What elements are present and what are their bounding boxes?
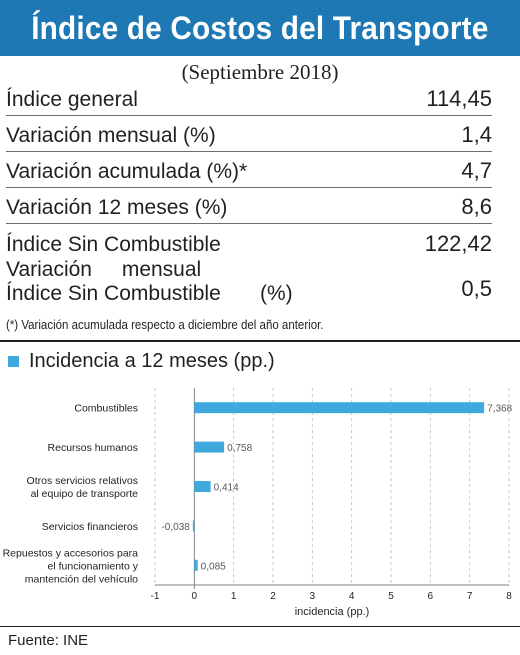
section-divider xyxy=(0,340,520,342)
x-tick-label: 1 xyxy=(231,591,237,602)
title-banner: Índice de Costos del Transporte xyxy=(0,0,520,56)
category-label: Combustibles xyxy=(74,403,138,415)
indicator-label: Variación mensual (%) xyxy=(6,124,216,147)
data-label: 0,758 xyxy=(227,443,252,454)
category-label: mantención del vehículo xyxy=(25,573,138,585)
category-label: Otros servicios relativos xyxy=(27,475,138,487)
data-label: -0,038 xyxy=(161,522,190,533)
footnote: (*) Variación acumulada respecto a dicie… xyxy=(6,318,324,332)
data-label: 7,368 xyxy=(487,404,512,415)
indicator-label-line2: Índice Sin Combustible xyxy=(6,282,221,305)
indicator-label: Variación 12 meses (%) xyxy=(6,196,228,219)
category-label: el funcionamiento y xyxy=(48,560,139,572)
bar xyxy=(194,441,225,453)
x-tick-label: 0 xyxy=(192,591,198,602)
legend-swatch xyxy=(8,356,19,367)
indicator-label: Variación acumulada (%)* xyxy=(6,160,248,183)
indicator-unit: (%) xyxy=(260,282,293,305)
chart-legend: Incidencia a 12 meses (pp.) xyxy=(8,350,275,373)
indicator-row: Índice general 114,45 xyxy=(6,80,492,116)
indicator-value: 8,6 xyxy=(461,194,492,219)
x-tick-label: 4 xyxy=(349,591,355,602)
x-tick-label: -1 xyxy=(151,591,160,602)
page-title: Índice de Costos del Transporte xyxy=(31,9,489,46)
data-label: 0,414 xyxy=(214,483,239,494)
x-axis-title: incidencia (pp.) xyxy=(295,606,370,618)
period-subtitle: (Septiembre 2018) xyxy=(181,60,339,84)
bar xyxy=(194,481,211,492)
indicator-label-line1: Variación mensual xyxy=(6,258,202,281)
indicator-row: Variación acumulada (%)* 4,7 xyxy=(6,152,492,188)
category-label: al equipo de transporte xyxy=(31,488,139,500)
category-label: Repuestos y accesorios para xyxy=(3,547,139,559)
category-label: Servicios financieros xyxy=(42,521,138,533)
source-note: Fuente: INE xyxy=(8,632,89,649)
data-label: 0,085 xyxy=(201,561,226,572)
indicator-value: 0,5 xyxy=(461,276,492,301)
indicator-value: 122,42 xyxy=(424,231,492,256)
indicator-row-multiline: Variación mensual Índice Sin Combustible… xyxy=(6,258,492,310)
indicator-value: 1,4 xyxy=(461,122,492,147)
bar xyxy=(192,520,195,532)
indicator-value: 114,45 xyxy=(426,86,492,111)
x-tick-label: 5 xyxy=(388,591,394,602)
indicator-label: Índice general xyxy=(6,88,138,111)
x-tick-label: 7 xyxy=(467,591,473,602)
x-tick-label: 6 xyxy=(428,591,434,602)
indicator-row: Índice Sin Combustible 122,42 xyxy=(6,224,492,260)
category-label: Recursos humanos xyxy=(48,442,138,454)
bar xyxy=(194,402,485,414)
x-tick-label: 2 xyxy=(270,591,276,602)
x-tick-label: 3 xyxy=(310,591,316,602)
indicator-label: Índice Sin Combustible xyxy=(6,233,221,256)
indicator-row: Variación mensual (%) 1,4 xyxy=(6,116,492,152)
indicator-row: Variación 12 meses (%) 8,6 xyxy=(6,188,492,224)
incidence-bar-chart: -1 0 1 2 3 4 5 6 7 8 incidencia (pp.) Combustibles 7… xyxy=(3,388,513,618)
x-tick-label: 8 xyxy=(506,591,512,602)
bar xyxy=(194,559,198,571)
footer-divider xyxy=(0,626,520,627)
indicator-value: 4,7 xyxy=(461,158,492,183)
legend-label: Incidencia a 12 meses (pp.) xyxy=(29,350,275,372)
